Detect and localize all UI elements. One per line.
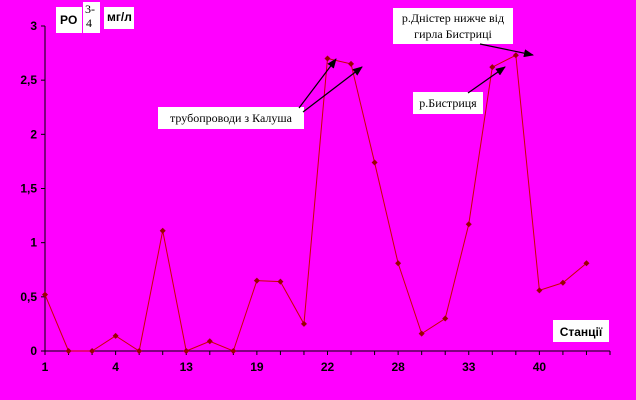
y-label-main: PO <box>60 13 77 27</box>
y-tick-labels: 0 0,5 1 1,5 2 2,5 3 <box>20 19 37 358</box>
x-tick-label: 19 <box>250 360 264 374</box>
data-point <box>583 260 590 267</box>
data-point <box>300 320 307 327</box>
annotation-pipes-arrow-2 <box>302 66 363 113</box>
data-point <box>559 279 566 286</box>
y-axis-label: PO 3- 4 мг/л <box>56 2 134 33</box>
x-tick-label: 4 <box>112 360 119 374</box>
x-tick-label: 28 <box>391 360 405 374</box>
y-tick-label: 0,5 <box>20 290 37 304</box>
annotation-dnister: р.Дністер нижче від гирла Бистриці <box>393 8 534 58</box>
data-point <box>465 221 472 228</box>
y-tick-label: 2 <box>30 127 37 141</box>
x-tick-label: 33 <box>462 360 476 374</box>
y-label-unit: мг/л <box>107 10 132 24</box>
annotation-dnister-text-line2: гирла Бистриці <box>414 27 492 41</box>
data-point <box>206 338 213 345</box>
annotation-pipes-arrow-1 <box>298 58 337 109</box>
data-point <box>253 277 260 284</box>
data-point <box>42 291 48 298</box>
annotation-dnister-text-line1: р.Дністер нижче від <box>402 11 504 25</box>
series-line <box>44 54 587 352</box>
data-point <box>395 260 402 267</box>
data-point <box>89 348 96 354</box>
data-point <box>418 330 425 337</box>
data-points <box>42 52 590 354</box>
data-point <box>536 287 543 294</box>
annotation-pipes: трубопроводи з Калуша <box>158 58 363 129</box>
annotation-bystrytsia-arrow <box>467 66 506 94</box>
data-point <box>371 159 378 166</box>
y-tick-label: 3 <box>30 19 37 33</box>
data-point <box>183 348 190 354</box>
data-point <box>277 278 284 285</box>
x-label-text: Станції <box>560 325 603 339</box>
data-point <box>159 227 166 234</box>
annotation-bystrytsia: р.Бистриця <box>413 66 506 114</box>
data-point <box>442 315 449 322</box>
y-tick-label: 2,5 <box>20 73 37 87</box>
data-point <box>324 55 331 62</box>
annotation-bystrytsia-text: р.Бистриця <box>419 96 477 110</box>
x-tick-labels: 1 4 13 19 22 28 33 40 <box>42 360 547 374</box>
x-axis-label: Станції <box>553 320 609 342</box>
series-polyline <box>44 54 587 352</box>
data-point <box>512 52 519 59</box>
data-point <box>230 348 237 354</box>
annotation-dnister-arrow <box>479 43 534 58</box>
y-tick-label: 1,5 <box>20 182 37 196</box>
y-tick-label: 0 <box>30 344 37 358</box>
data-point <box>348 60 355 67</box>
data-point <box>489 64 496 71</box>
y-label-sup2: 4 <box>86 16 92 30</box>
data-point <box>112 332 119 339</box>
x-tick-label: 1 <box>42 360 49 374</box>
data-point <box>136 348 143 354</box>
axes <box>41 25 611 355</box>
x-tick-label: 22 <box>321 360 335 374</box>
y-tick-label: 1 <box>30 236 37 250</box>
y-label-sup1: 3- <box>85 2 95 16</box>
x-tick-label: 13 <box>180 360 194 374</box>
data-point <box>65 348 72 354</box>
annotation-pipes-text: трубопроводи з Калуша <box>170 111 293 125</box>
x-tick-label: 40 <box>533 360 547 374</box>
